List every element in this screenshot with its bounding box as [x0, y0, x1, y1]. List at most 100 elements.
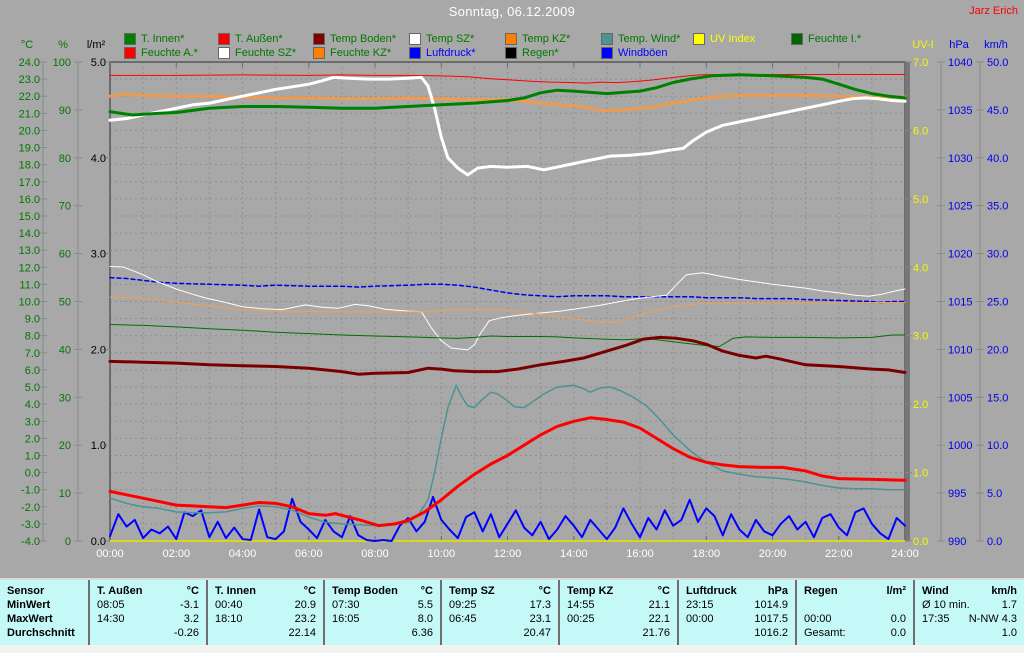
axis-tick-label: 30 — [59, 392, 71, 404]
axis-tick-label: 10 — [59, 488, 71, 500]
axis-tick-label: 2.0 — [25, 433, 40, 445]
table-cell: 17:35 — [922, 613, 950, 625]
table-cell: N-NW 4.3 — [968, 613, 1017, 625]
x-axis-label: 16:00 — [626, 548, 654, 560]
axis-tick-label: 7.0 — [913, 57, 928, 69]
legend-swatch-icon — [124, 47, 136, 59]
table-row: Regen l/m² — [797, 584, 913, 598]
axis-tick-label: 4.0 — [25, 399, 40, 411]
table-cell: 8.0 — [417, 613, 433, 625]
axis-tick-label: 16.0 — [19, 194, 40, 206]
table-row-header: MaxWert — [0, 612, 88, 626]
axis-tick-label: 20.0 — [987, 344, 1008, 356]
table-cell: °C — [538, 585, 551, 597]
x-axis-label: 10:00 — [428, 548, 456, 560]
legend-item-temp-wind: Temp. Wind* — [601, 33, 680, 45]
axis-tick-label: 1020 — [948, 249, 972, 261]
table-cell: l/m² — [886, 585, 906, 597]
axis-tick-label: 995 — [948, 488, 966, 500]
table-row: 00:40 20.9 — [208, 598, 323, 612]
table-row: 06:45 23.1 — [442, 612, 558, 626]
axis-tick-label: 20.0 — [19, 125, 40, 137]
x-axis-label: 02:00 — [163, 548, 191, 560]
page-title: Sonntag, 06.12.2009 — [448, 4, 576, 19]
author-watermark: Jarz Erich — [969, 5, 1018, 17]
series-feuchte-sz — [109, 266, 906, 351]
axis-tick-label: 17.0 — [19, 177, 40, 189]
table-cell: 6.36 — [411, 627, 433, 639]
axis-tick-label: 1040 — [948, 57, 972, 69]
axis-tick-label: 0.0 — [913, 536, 928, 548]
table-cell: Temp SZ — [449, 585, 495, 597]
table-cell: °C — [657, 585, 670, 597]
axis-tick-label: 0.0 — [25, 468, 40, 480]
table-cell: T. Innen — [215, 585, 256, 597]
table-row: 1016.2 — [679, 626, 795, 640]
table-row: 22.14 — [208, 626, 323, 640]
table-row: 09:25 17.3 — [442, 598, 558, 612]
legend-label: Windböen — [618, 47, 668, 59]
legend-label: Luftdruck* — [426, 47, 476, 59]
table-cell: Durchschnitt — [7, 627, 75, 639]
x-axis-label: 14:00 — [560, 548, 588, 560]
table-cell: 00:40 — [215, 599, 243, 611]
axis-tick-label: 100 — [53, 57, 71, 69]
axis-tick-label: 45.0 — [987, 105, 1008, 117]
axis-tick-label: -2.0 — [21, 502, 40, 514]
table-cell: Temp Boden — [332, 585, 398, 597]
table-cell: MaxWert — [7, 613, 53, 625]
series-luftdruck — [109, 276, 906, 304]
table-row: 16:05 8.0 — [325, 612, 440, 626]
legend-swatch-icon — [693, 33, 705, 45]
table-cell: 09:25 — [449, 599, 477, 611]
x-axis-label: 04:00 — [229, 548, 257, 560]
axis-tick-label: -4.0 — [21, 536, 40, 548]
axis-tick-label: 14.0 — [19, 228, 40, 240]
table-cell: 5.5 — [417, 599, 433, 611]
axis-tick-label: 23.0 — [19, 74, 40, 86]
table-cell: °C — [303, 585, 316, 597]
table-row — [797, 598, 913, 612]
table-row: 14:30 3.2 — [90, 612, 206, 626]
legend-item-feuchte-kz: Feuchte KZ* — [313, 47, 391, 59]
table-row: -0.26 — [90, 626, 206, 640]
table-cell: 17.3 — [529, 599, 551, 611]
x-axis-label: 08:00 — [361, 548, 389, 560]
table-column-temp-sz: Temp SZ °C 09:25 17.3 06:45 23.1 20.47 — [440, 580, 558, 645]
table-cell: T. Außen — [97, 585, 143, 597]
table-row: 00:25 22.1 — [560, 612, 677, 626]
axis-tick-label: 70 — [59, 201, 71, 213]
table-cell: 08:05 — [97, 599, 125, 611]
table-cell: 22.1 — [648, 613, 670, 625]
table-row: 00:00 1017.5 — [679, 612, 795, 626]
series-t-innen — [108, 73, 907, 117]
table-cell: 00:25 — [567, 613, 595, 625]
table-row: 00:00 0.0 — [797, 612, 913, 626]
table-row: 23:15 1014.9 — [679, 598, 795, 612]
table-row: 17:35 N-NW 4.3 — [915, 612, 1024, 626]
axis-tick-label: 1010 — [948, 344, 972, 356]
x-axis-label: 12:00 — [494, 548, 522, 560]
legend-swatch-icon — [505, 33, 517, 45]
table-row: 07:30 5.5 — [325, 598, 440, 612]
table-cell: 3.2 — [183, 613, 199, 625]
axis-tick-label: 60 — [59, 249, 71, 261]
axis-unit-label: % — [58, 39, 68, 51]
table-cell: 1017.5 — [754, 613, 788, 625]
axis-tick-label: 50.0 — [987, 57, 1008, 69]
axis-tick-label: 10.0 — [987, 440, 1008, 452]
table-cell: 14:55 — [567, 599, 595, 611]
axis-tick-label: 5.0 — [25, 382, 40, 394]
axis-unit-label: °C — [21, 39, 33, 51]
axis-tick-label: 50 — [59, 297, 71, 309]
table-cell: 23.2 — [294, 613, 316, 625]
x-axis-label: 20:00 — [759, 548, 787, 560]
legend-swatch-icon — [601, 33, 613, 45]
legend-swatch-icon — [409, 47, 421, 59]
table-row: Temp Boden °C — [325, 584, 440, 598]
axis-tick-label: 8.0 — [25, 331, 40, 343]
axis-tick-label: 18.0 — [19, 160, 40, 172]
table-row: 6.36 — [325, 626, 440, 640]
table-cell: °C — [186, 585, 199, 597]
legend-swatch-icon — [313, 33, 325, 45]
